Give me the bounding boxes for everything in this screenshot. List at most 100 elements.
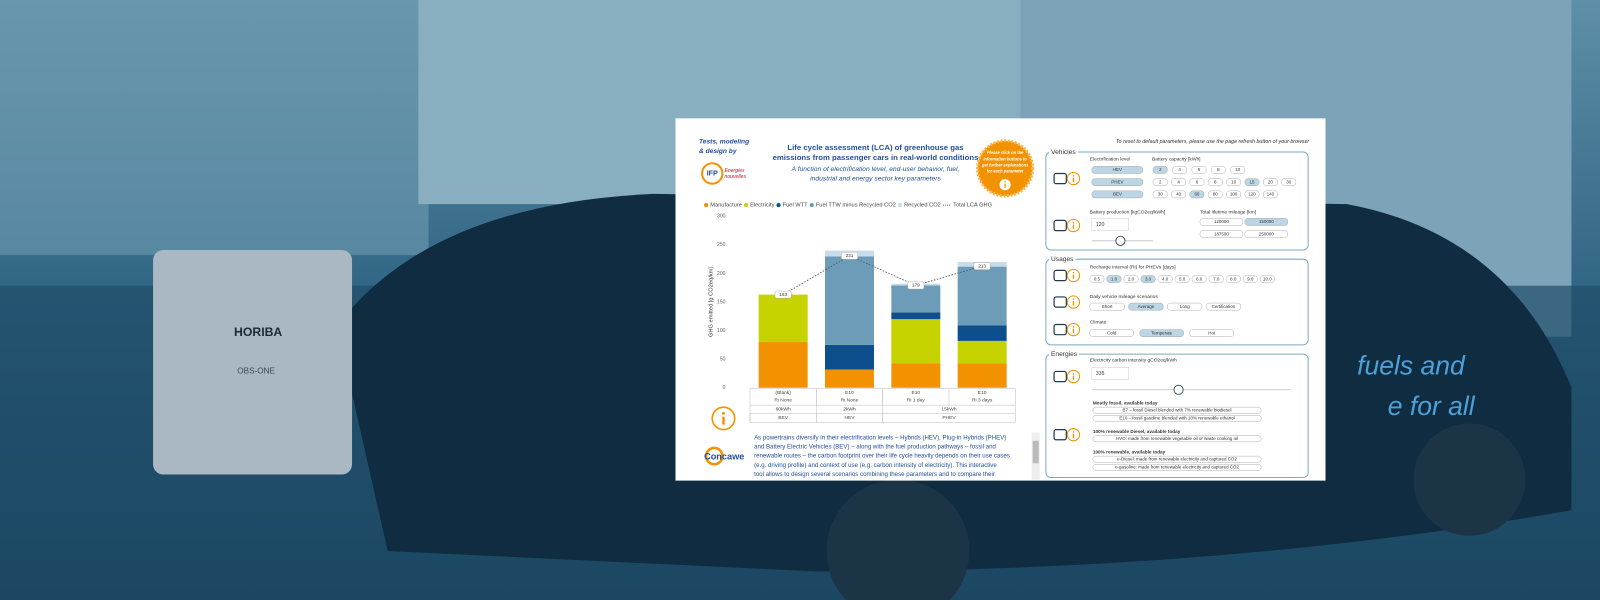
option-button[interactable] [1281,178,1297,186]
option-button[interactable] [1208,275,1224,283]
option-button[interactable] [1263,190,1278,199]
x-tick-label: E10 [845,390,854,396]
option-label: 120000 [1214,219,1229,224]
legend-swatch [704,203,709,208]
logo-text: Energies [724,168,745,174]
option-button[interactable] [1226,190,1242,199]
info-glyph [1072,221,1075,224]
section-title: Energies [1051,351,1078,358]
option-label: 5.0 [1179,276,1186,281]
field-label: Total lifetime mileage [km] [1200,210,1256,216]
badge-text: Please click on the [987,150,1024,155]
field-label: Daily vehicle mileage scenarios [1090,294,1159,300]
option-button[interactable] [1230,166,1246,174]
slider-knob[interactable] [1173,384,1184,395]
group-label: 100% renewable Diesel, available today [1093,429,1181,434]
credit: & design by [699,148,737,155]
option-label: Cold [1107,330,1117,335]
ifpen-logo [701,162,724,185]
title-mask [1048,255,1076,264]
input-box[interactable] [1091,218,1129,231]
option-button[interactable] [1189,190,1205,199]
option-button[interactable] [1172,166,1187,174]
option-button[interactable] [1092,464,1262,471]
option-button[interactable] [1106,275,1122,283]
option-button[interactable] [1123,275,1139,283]
option-button[interactable] [1167,302,1203,311]
section-frame [1045,353,1309,479]
option-button[interactable] [1089,329,1134,337]
option-button[interactable] [1244,230,1288,238]
legend-swatch [897,203,903,208]
option-button[interactable] [1244,178,1260,186]
option-button[interactable] [1139,329,1184,337]
option-button[interactable] [1157,275,1173,283]
option-button[interactable] [1140,275,1156,283]
option-button[interactable] [1244,190,1260,199]
option-button[interactable] [1211,166,1226,174]
info-glyph [1072,372,1075,375]
input-box[interactable] [1091,367,1129,380]
option-button[interactable] [1191,166,1207,174]
x-tick-label: (Blank) [775,390,791,396]
option-button[interactable] [1199,230,1244,238]
option-label: 3.0 [1145,276,1152,281]
option-button[interactable] [1171,178,1186,186]
info-glyph [1004,181,1006,183]
option-button[interactable] [1189,329,1234,337]
option-button[interactable] [1089,275,1105,283]
option-button[interactable] [1207,190,1223,199]
option-button[interactable] [1263,178,1278,186]
option-button[interactable] [1225,275,1241,283]
option-label: 0.5 [1094,276,1101,281]
input-value: 335 [1096,371,1105,377]
option-button[interactable] [1092,415,1262,422]
option-button[interactable] [1226,178,1242,186]
option-label: BEV [1113,192,1122,197]
option-button[interactable] [1199,218,1244,226]
option-button[interactable] [1091,166,1144,174]
option-button[interactable] [1092,406,1262,414]
option-button[interactable] [1205,302,1242,311]
option-label: 10 [1231,179,1236,184]
option-button[interactable] [1152,178,1168,186]
analyzer [153,250,353,475]
option-button[interactable] [1091,190,1144,199]
trees [0,0,429,256]
option-button[interactable] [1260,275,1275,283]
total-line [782,255,983,296]
option-button[interactable] [1242,275,1258,283]
reset-note: To reset to default parameters, please u… [1116,139,1309,145]
logo-text: nouvelles [724,174,746,180]
parameter-icon [1053,428,1067,441]
option-label: 15 [1250,179,1255,184]
total-label-box [841,251,858,260]
option-button[interactable] [1152,166,1168,174]
option-button[interactable] [1152,190,1168,199]
scroll-thumb[interactable] [1032,440,1039,464]
section-title: Usages [1051,256,1074,263]
option-button[interactable] [1244,218,1288,226]
option-button[interactable] [1207,178,1223,186]
x-tick-label: Ri None [841,397,859,403]
option-button[interactable] [1174,275,1190,283]
option-button[interactable] [1171,190,1186,199]
option-button[interactable] [1189,178,1205,186]
section-frame [1045,258,1309,346]
description: (e.g. driving profile) and context of us… [754,462,997,469]
option-button[interactable] [1191,275,1207,283]
bar-segment [891,363,941,388]
option-button[interactable] [1092,455,1262,463]
badge-text: get further explanations [981,162,1029,167]
legend-label: Fuel TTW minus Recycled CO2 [816,203,896,209]
concawe-text: Concawe [704,452,744,462]
option-button[interactable] [1091,178,1144,186]
slider-knob[interactable] [1115,235,1126,246]
option-button[interactable] [1092,435,1262,443]
parameter-icon [1053,172,1067,185]
option-button[interactable] [1089,302,1125,311]
option-label: Temperate [1151,330,1173,335]
wheel [826,479,970,600]
option-button[interactable] [1128,302,1164,311]
